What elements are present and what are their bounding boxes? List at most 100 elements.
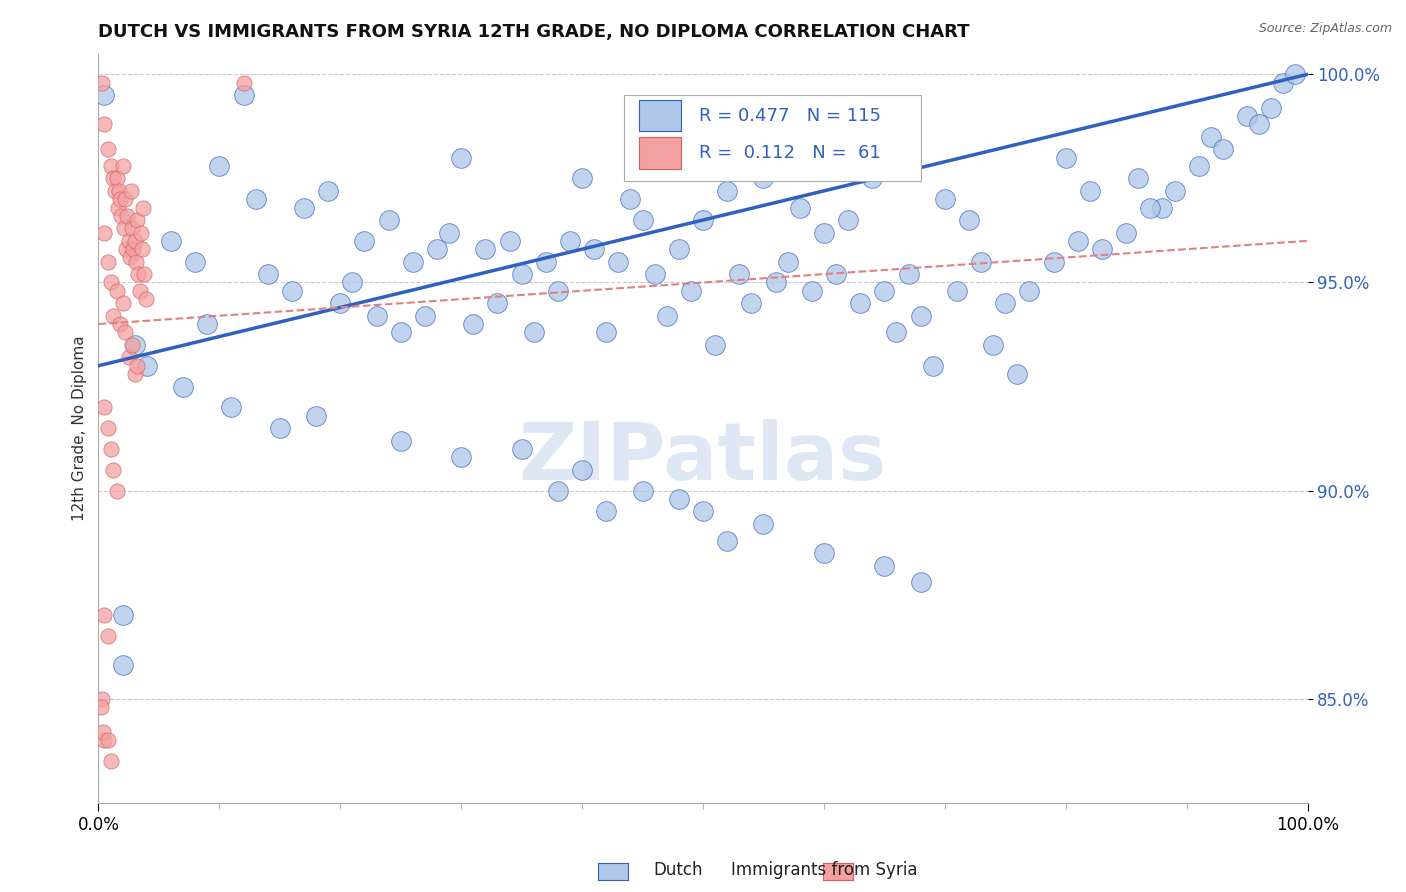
Point <box>127 359 149 373</box>
Point <box>776 254 799 268</box>
FancyBboxPatch shape <box>638 100 682 131</box>
Point <box>450 450 472 465</box>
Point <box>970 254 993 268</box>
Point <box>135 359 157 373</box>
Point <box>305 409 328 423</box>
Point <box>97 629 120 643</box>
Point <box>957 213 980 227</box>
Point <box>132 201 155 215</box>
Point <box>946 284 969 298</box>
Point <box>172 379 194 393</box>
Point <box>111 296 134 310</box>
Point <box>97 421 120 435</box>
Point <box>800 284 823 298</box>
Point <box>124 338 146 352</box>
Point <box>413 309 436 323</box>
Point <box>1115 226 1137 240</box>
Point <box>571 171 593 186</box>
Point <box>281 284 304 298</box>
Point <box>716 184 738 198</box>
Point <box>93 88 115 103</box>
Point <box>122 242 145 256</box>
Point <box>121 338 143 352</box>
Point <box>583 242 606 256</box>
Text: DUTCH VS IMMIGRANTS FROM SYRIA 12TH GRADE, NO DIPLOMA CORRELATION CHART: DUTCH VS IMMIGRANTS FROM SYRIA 12TH GRAD… <box>98 23 970 41</box>
Point <box>1018 284 1040 298</box>
Point <box>90 700 112 714</box>
Point <box>366 309 388 323</box>
Point <box>1042 254 1064 268</box>
Point <box>121 221 143 235</box>
Point <box>353 234 375 248</box>
Point <box>256 267 278 281</box>
Point <box>269 421 291 435</box>
Point <box>897 267 920 281</box>
Point <box>108 192 131 206</box>
Point <box>921 359 943 373</box>
Point <box>740 296 762 310</box>
Point <box>112 221 135 235</box>
Point <box>1054 151 1077 165</box>
Point <box>558 234 581 248</box>
FancyBboxPatch shape <box>624 95 921 181</box>
Point <box>114 326 136 340</box>
Point <box>1078 184 1101 198</box>
Point <box>668 491 690 506</box>
Point <box>934 192 956 206</box>
Point <box>1163 184 1185 198</box>
Point <box>195 317 218 331</box>
Point <box>849 296 872 310</box>
Point <box>97 254 120 268</box>
Point <box>994 296 1017 310</box>
Point <box>125 254 148 268</box>
Point <box>547 284 569 298</box>
Point <box>486 296 509 310</box>
Point <box>134 267 156 281</box>
Point <box>981 338 1004 352</box>
Point <box>104 184 127 198</box>
Point <box>115 242 138 256</box>
Point <box>91 725 114 739</box>
Point <box>93 226 115 240</box>
Point <box>1212 142 1234 156</box>
Point <box>292 201 315 215</box>
Point <box>463 317 485 331</box>
Point <box>110 209 132 223</box>
Point <box>93 117 115 131</box>
Point <box>886 326 908 340</box>
Point <box>910 309 932 323</box>
Point <box>329 296 352 310</box>
Point <box>704 338 727 352</box>
Point <box>129 226 152 240</box>
Point <box>1139 201 1161 215</box>
Point <box>510 267 533 281</box>
Point <box>595 326 617 340</box>
Point <box>873 558 896 573</box>
Point <box>1272 76 1295 90</box>
Point <box>728 267 751 281</box>
Point <box>118 251 141 265</box>
Point <box>752 516 775 531</box>
Point <box>450 151 472 165</box>
Point <box>668 242 690 256</box>
Point <box>245 192 267 206</box>
Point <box>752 171 775 186</box>
Point <box>595 504 617 518</box>
Point <box>571 463 593 477</box>
Point <box>93 608 115 623</box>
Point <box>692 213 714 227</box>
Text: Immigrants from Syria: Immigrants from Syria <box>731 861 918 879</box>
Point <box>910 575 932 590</box>
Point <box>498 234 520 248</box>
Point <box>389 434 412 448</box>
Point <box>716 533 738 548</box>
Point <box>426 242 449 256</box>
Text: ZIPatlas: ZIPatlas <box>519 419 887 497</box>
Point <box>631 483 654 498</box>
Y-axis label: 12th Grade, No Diploma: 12th Grade, No Diploma <box>72 335 87 521</box>
Point <box>127 213 149 227</box>
Point <box>402 254 425 268</box>
Point <box>1007 367 1029 381</box>
Point <box>108 184 131 198</box>
Point <box>93 733 115 747</box>
